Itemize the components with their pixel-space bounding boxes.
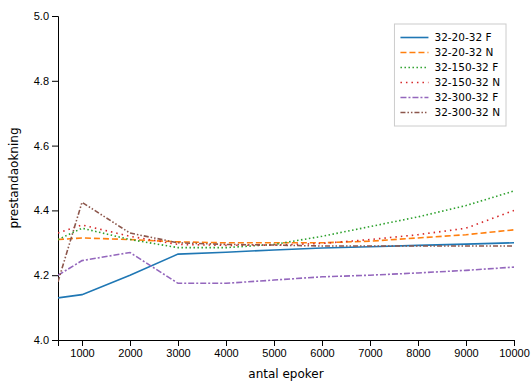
x-axis-tick-label: 4000: [214, 347, 238, 359]
x-axis-line: [59, 341, 515, 347]
x-axis-tick-mark: [418, 340, 419, 346]
series-line: [58, 191, 514, 248]
x-axis-tick-mark: [322, 340, 323, 346]
x-axis-tick-label: 7000: [358, 347, 382, 359]
x-axis-tick-label: 3000: [166, 347, 190, 359]
legend-label: 32-150-32 N: [434, 76, 500, 88]
x-axis-tick: 9000: [454, 340, 478, 359]
y-axis-tick: 4.2: [34, 269, 58, 281]
y-axis-tick-mark: [52, 81, 58, 82]
y-axis-tick-label: 5.0: [34, 10, 49, 22]
x-axis-tick-label: 8000: [406, 347, 430, 359]
legend-swatch: [400, 67, 428, 69]
x-axis-title: antal epoker: [248, 367, 323, 381]
x-axis-tick: 2000: [118, 340, 142, 359]
y-axis-tick: 4.4: [34, 204, 58, 216]
x-axis-tick: 1000: [70, 340, 94, 359]
chart: 1000 2000 3000 4000 5000 6000 7000 8000 9000 1000…: [0, 0, 532, 386]
x-axis-tick-label: 5000: [262, 347, 286, 359]
y-axis-tick-mark: [52, 146, 58, 147]
x-axis-tick-mark: [514, 340, 515, 346]
x-axis-tick: 6000: [310, 340, 334, 359]
x-axis: 1000 2000 3000 4000 5000 6000 7000 8000 9000 1000…: [59, 340, 530, 359]
y-axis-tick-label: 4.6: [34, 140, 49, 152]
legend-swatch: [400, 52, 428, 54]
x-axis-tick-mark: [370, 340, 371, 346]
legend-box: [394, 24, 506, 126]
series-line: [58, 202, 514, 281]
lines: [58, 191, 514, 298]
x-axis-tick: 8000: [406, 340, 430, 359]
y-axis-tick: 4.8: [34, 75, 58, 87]
x-axis-tick-label: 10000: [499, 347, 530, 359]
x-axis-tick-label: 9000: [454, 347, 478, 359]
plot: 1000 2000 3000 4000 5000 6000 7000 8000 9000 1000…: [34, 10, 530, 359]
x-axis-tick-label: 2000: [118, 347, 142, 359]
y-axis-tick-label: 4.4: [34, 204, 49, 216]
series-line: [58, 243, 514, 298]
x-axis-tick: 4000: [214, 340, 238, 359]
legend-label: 32-300-32 N: [434, 106, 500, 118]
y-axis-tick-mark: [52, 210, 58, 211]
y-axis-tick: 5.0: [34, 10, 58, 22]
y-axis-tick-mark: [52, 16, 58, 17]
y-axis-title: prestandaokning: [7, 127, 21, 228]
y-axis-tick: 4.6: [34, 140, 58, 152]
x-axis-tick-label: 6000: [310, 347, 334, 359]
x-axis-tick-mark: [82, 340, 83, 346]
y-axis-tick-label: 4.2: [34, 269, 49, 281]
legend-swatch: [400, 97, 428, 99]
x-axis-tick: 3000: [166, 340, 190, 359]
series-line: [58, 210, 514, 245]
y-axis-tick-mark: [52, 275, 58, 276]
y-axis-tick-mark: [52, 340, 58, 341]
legend-swatch: [400, 82, 428, 84]
x-axis-tick: 10000: [499, 340, 530, 359]
x-axis-tick-mark: [178, 340, 179, 346]
x-axis-tick: 5000: [262, 340, 286, 359]
x-axis-tick-mark: [274, 340, 275, 346]
legend-swatch: [400, 37, 428, 39]
series-line: [58, 230, 514, 243]
legend-label: 32-300-32 F: [434, 91, 498, 103]
x-axis-tick-label: 1000: [70, 347, 94, 359]
legend-label: 32-20-32 N: [434, 46, 493, 58]
x-axis-tick-mark: [226, 340, 227, 346]
legend: 32-20-32 F 32-20-32 N 32-150-32 F 32-150-32…: [394, 24, 506, 126]
x-axis-tick: 7000: [358, 340, 382, 359]
y-axis-tick: 4.0: [34, 334, 58, 346]
legend-swatch: [400, 112, 428, 114]
y-axis-tick-label: 4.8: [34, 75, 49, 87]
y-axis-line: [52, 17, 59, 341]
x-axis-tick-mark: [466, 340, 467, 346]
x-axis-tick-mark: [130, 340, 131, 346]
y-axis: 4.0 4.2 4.4 4.6 4.8 5.0: [34, 10, 59, 346]
legend-label: 32-150-32 F: [434, 61, 498, 73]
series-line: [58, 253, 514, 284]
y-axis-tick-label: 4.0: [34, 334, 49, 346]
legend-label: 32-20-32 F: [434, 31, 491, 43]
